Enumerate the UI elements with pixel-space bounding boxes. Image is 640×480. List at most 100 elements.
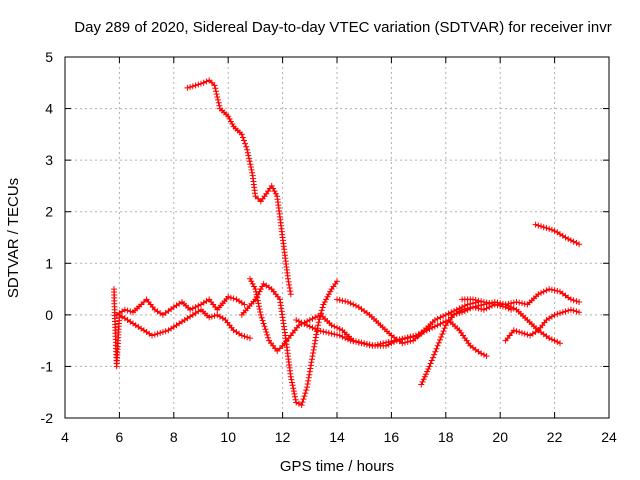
- data-point-marker: [255, 300, 262, 307]
- data-point-marker: [315, 327, 321, 334]
- data-point-marker: [562, 308, 569, 315]
- data-point-marker: [227, 294, 234, 301]
- data-point-marker: [551, 228, 558, 235]
- data-point-marker: [212, 85, 219, 92]
- data-point-marker: [420, 376, 427, 383]
- y-tick-label: 5: [45, 49, 53, 65]
- data-point-marker: [249, 280, 256, 287]
- data-point-marker: [257, 286, 264, 293]
- series-sat-b: [532, 221, 583, 248]
- data-point-marker: [304, 322, 311, 329]
- data-point-marker: [424, 368, 431, 375]
- data-point-marker: [312, 326, 319, 332]
- data-point-marker: [285, 275, 291, 282]
- data-point-marker: [567, 296, 574, 303]
- data-point-marker: [557, 340, 563, 347]
- data-point-marker: [124, 307, 131, 314]
- data-point-marker: [157, 329, 164, 336]
- data-point-marker: [305, 374, 312, 381]
- data-point-marker: [213, 88, 219, 95]
- data-point-marker: [200, 79, 207, 86]
- x-tick-label: 18: [438, 429, 454, 445]
- data-point-marker: [472, 303, 479, 310]
- data-point-marker: [562, 234, 569, 241]
- data-point-marker: [244, 146, 251, 153]
- data-point-marker: [494, 302, 501, 309]
- data-point-marker: [325, 329, 332, 336]
- data-point-marker: [195, 81, 202, 88]
- data-point-marker: [342, 335, 349, 342]
- data-point-marker: [339, 297, 346, 304]
- data-point-marker: [238, 332, 245, 339]
- y-tick-label: 4: [45, 101, 53, 117]
- data-point-marker: [369, 342, 376, 349]
- data-point-marker: [252, 193, 259, 200]
- data-point-marker: [274, 348, 281, 354]
- data-point-marker: [306, 323, 313, 330]
- data-point-marker: [290, 388, 297, 395]
- data-point-marker: [570, 307, 577, 314]
- data-point-marker: [439, 331, 446, 337]
- data-point-marker: [323, 296, 330, 303]
- data-point-marker: [431, 317, 438, 323]
- data-point-marker: [321, 299, 328, 305]
- data-point-marker: [347, 300, 354, 307]
- data-point-marker: [295, 318, 302, 325]
- data-point-marker: [244, 334, 251, 341]
- data-point-marker: [162, 328, 169, 335]
- data-point-marker: [286, 281, 293, 288]
- series-sat-j: [448, 299, 563, 347]
- data-point-marker: [418, 381, 425, 388]
- data-point-marker: [259, 317, 266, 324]
- data-point-marker: [292, 393, 298, 400]
- data-point-marker: [254, 294, 261, 301]
- data-point-marker: [302, 390, 309, 397]
- data-point-marker: [319, 304, 326, 311]
- data-point-marker: [308, 359, 315, 366]
- data-point-marker: [573, 239, 580, 246]
- data-point-marker: [434, 322, 441, 329]
- data-point-marker: [312, 314, 319, 321]
- data-point-marker: [546, 225, 553, 232]
- data-point-marker: [154, 330, 161, 337]
- data-point-marker: [548, 286, 555, 293]
- data-point-marker: [538, 289, 544, 296]
- data-point-marker: [546, 286, 553, 293]
- data-point-marker: [419, 378, 426, 385]
- data-point-marker: [216, 102, 223, 109]
- data-point-marker: [151, 331, 158, 338]
- data-point-marker: [576, 299, 583, 305]
- data-point-marker: [557, 310, 563, 317]
- data-point-marker: [372, 342, 379, 349]
- data-point-marker: [226, 115, 233, 122]
- x-axis-title: GPS time / hours: [280, 458, 394, 475]
- data-point-marker: [192, 82, 199, 89]
- data-point-marker: [295, 400, 302, 407]
- data-point-marker: [445, 310, 452, 317]
- data-point-marker: [491, 301, 498, 308]
- data-point-marker: [573, 298, 580, 305]
- data-point-marker: [334, 278, 340, 285]
- data-point-marker: [309, 353, 316, 360]
- data-point-marker: [324, 293, 331, 300]
- chart-title: Day 289 of 2020, Sidereal Day-to-day VTE…: [74, 19, 611, 36]
- data-point-marker: [358, 340, 365, 347]
- data-point-marker: [499, 303, 506, 310]
- data-point-marker: [298, 319, 305, 326]
- data-point-marker: [440, 313, 447, 320]
- data-point-marker: [399, 340, 406, 347]
- data-point-marker: [344, 336, 351, 343]
- x-tick-label: 14: [329, 429, 345, 445]
- data-point-marker: [339, 333, 346, 340]
- data-point-marker: [431, 323, 438, 330]
- data-point-marker: [303, 387, 310, 394]
- data-point-marker: [254, 297, 261, 304]
- data-point-marker: [355, 339, 362, 346]
- data-point-marker: [253, 291, 260, 298]
- data-point-marker: [440, 328, 447, 335]
- data-point-marker: [336, 297, 343, 303]
- data-point-marker: [524, 331, 531, 338]
- data-point-marker: [548, 336, 555, 343]
- data-point-marker: [328, 322, 335, 329]
- data-point-marker: [470, 296, 476, 303]
